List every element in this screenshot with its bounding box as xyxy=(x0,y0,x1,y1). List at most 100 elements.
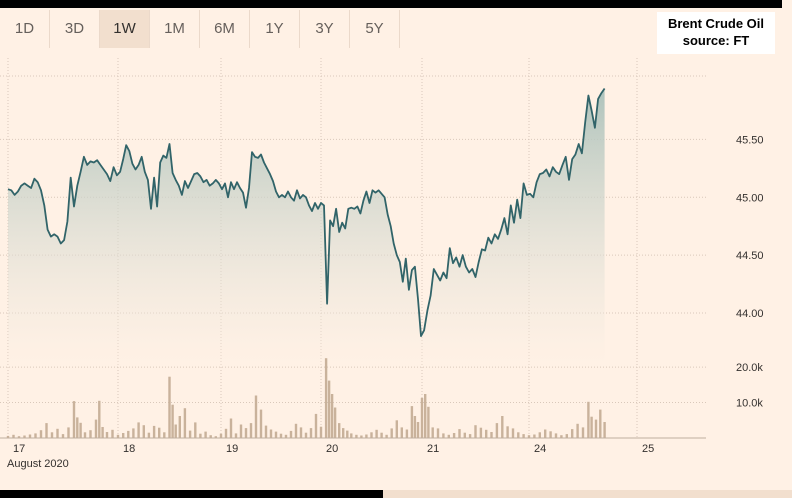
volume-bar xyxy=(294,423,298,438)
volume-bar xyxy=(360,435,363,438)
volume-bar xyxy=(174,424,177,438)
volume-bar xyxy=(468,434,472,438)
volume-bar xyxy=(442,433,445,438)
volume-bar xyxy=(299,427,303,438)
volume-bar xyxy=(594,419,598,438)
volume-bar xyxy=(375,429,378,438)
volume-bar xyxy=(330,394,334,438)
volume-bar xyxy=(111,429,114,438)
volume-bar xyxy=(264,425,268,438)
volume-tick-label-0: 20.0k xyxy=(736,362,763,374)
volume-bar xyxy=(554,433,558,438)
legend-box: Brent Crude Oil source: FT xyxy=(657,12,775,54)
volume-bar xyxy=(209,435,212,438)
volume-bar xyxy=(224,428,228,438)
bottom-scroll-track[interactable] xyxy=(383,490,792,498)
volume-bar xyxy=(517,432,520,438)
volume-bar xyxy=(485,429,488,438)
volume-bar xyxy=(355,434,358,438)
tab-1w[interactable]: 1W xyxy=(100,10,150,48)
volume-bar xyxy=(219,433,223,438)
volume-bar xyxy=(17,436,21,438)
tab-1y[interactable]: 1Y xyxy=(250,10,300,48)
volume-bar xyxy=(405,429,409,438)
y-tick-label-2: 44.50 xyxy=(736,250,764,262)
x-tick-label-1: 18 xyxy=(123,443,135,455)
volume-bar xyxy=(501,416,504,438)
volume-bar xyxy=(365,434,368,438)
volume-bar xyxy=(527,435,531,438)
volume-bar xyxy=(549,431,552,438)
volume-bar xyxy=(576,423,579,438)
volume-bar xyxy=(274,431,278,438)
volume-bar xyxy=(599,409,602,438)
volume-bar xyxy=(56,428,59,438)
volume-bar xyxy=(34,433,37,438)
volume-bar xyxy=(28,434,32,438)
volume-bar xyxy=(587,401,590,438)
volume-bar xyxy=(338,423,341,438)
legend-title: Brent Crude Oil xyxy=(667,16,765,31)
y-tick-label-0: 45.50 xyxy=(736,134,764,146)
volume-bar xyxy=(424,394,427,438)
volume-bar xyxy=(147,432,151,438)
volume-bar xyxy=(127,430,130,438)
volume-bar xyxy=(319,426,323,438)
tab-1m[interactable]: 1M xyxy=(150,10,200,48)
volume-bar xyxy=(163,432,166,438)
volume-bar xyxy=(72,401,76,438)
volume-bar xyxy=(234,433,238,438)
volume-bar xyxy=(105,432,109,438)
volume-bar xyxy=(279,433,283,438)
volume-bar xyxy=(447,434,450,438)
volume-bar xyxy=(6,435,10,438)
volume-bar xyxy=(89,430,92,438)
volume-bar xyxy=(269,429,273,438)
top-border-bar xyxy=(0,0,782,8)
volume-bar xyxy=(254,395,258,438)
volume-bar xyxy=(413,416,417,438)
volume-bar xyxy=(474,425,477,438)
price-area xyxy=(8,88,605,365)
volume-bar xyxy=(427,406,430,438)
volume-bar xyxy=(327,380,331,438)
volume-bar xyxy=(395,420,398,438)
volume-bar xyxy=(463,432,466,438)
tab-3y[interactable]: 3Y xyxy=(300,10,350,48)
volume-bar xyxy=(390,428,393,438)
volume-bar xyxy=(400,427,403,438)
tab-5y[interactable]: 5Y xyxy=(350,10,400,48)
volume-bar xyxy=(23,435,26,438)
volume-bar xyxy=(544,429,547,438)
legend-source: source: FT xyxy=(682,33,750,48)
y-axis-labels: 45.50 45.00 44.50 44.00 20.0k 10.0k xyxy=(736,134,764,409)
volume-bar xyxy=(436,428,440,438)
volume-bar xyxy=(50,432,54,438)
volume-bar xyxy=(385,434,388,438)
volume-bar xyxy=(370,432,373,438)
volume-bar xyxy=(183,408,187,438)
volume-bars xyxy=(6,358,606,438)
volume-bar xyxy=(304,432,308,438)
volume-bar xyxy=(116,434,120,438)
volume-bar xyxy=(229,418,233,438)
time-range-tabs: 1D 3D 1W 1M 6M 1Y 3Y 5Y xyxy=(0,10,400,48)
volume-bar xyxy=(342,428,345,438)
volume-bar xyxy=(309,428,313,438)
tab-3d[interactable]: 3D xyxy=(50,10,100,48)
volume-bar xyxy=(249,423,253,438)
tab-6m[interactable]: 6M xyxy=(200,10,250,48)
volume-bar xyxy=(590,416,593,438)
volume-bar xyxy=(416,422,420,438)
bottom-scroll-thumb[interactable] xyxy=(0,490,383,498)
volume-bar xyxy=(94,419,98,438)
volume-bar xyxy=(314,413,318,438)
x-tick-label-5: 24 xyxy=(534,443,546,455)
volume-bar xyxy=(98,400,101,438)
x-tick-label-0: 17 xyxy=(13,443,25,455)
volume-bar xyxy=(239,424,243,438)
volume-bar xyxy=(420,397,424,438)
volume-bar xyxy=(538,432,541,438)
tab-1d[interactable]: 1D xyxy=(0,10,50,48)
